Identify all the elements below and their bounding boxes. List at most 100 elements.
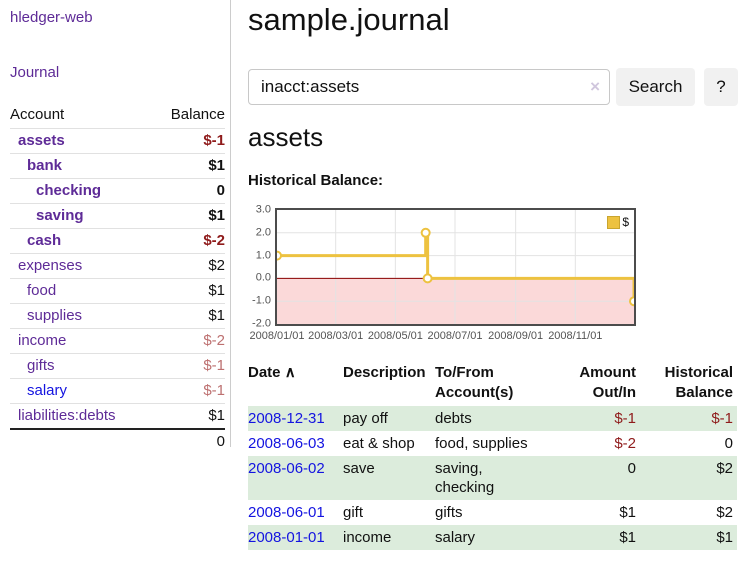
account-link[interactable]: cash <box>27 232 62 249</box>
transaction-description: gift <box>343 504 364 521</box>
chart-legend: $ <box>607 215 629 229</box>
tofrom-column-header: To/From Account(s) <box>435 364 514 401</box>
transaction-amount-cell: $-1 <box>545 406 640 431</box>
sidebar: hledger-web Journal Account Balance asse… <box>0 0 231 450</box>
sidebar-item-journal[interactable]: Journal <box>10 64 60 81</box>
x-axis-tick-label: 2008/11/01 <box>548 330 603 342</box>
account-link[interactable]: food <box>27 282 57 299</box>
date-link[interactable]: 2008-01-01 <box>248 529 325 546</box>
y-axis-tick-label: -2.0 <box>252 317 271 330</box>
sidebar-account-row: bank $1 <box>10 153 225 178</box>
x-axis-tick-label: 2008/09/01 <box>488 330 544 342</box>
transaction-amount-cell: $1 <box>545 500 640 525</box>
account-link[interactable]: salary <box>27 382 68 399</box>
transaction-balance: 0 <box>724 435 733 452</box>
transaction-accounts-cell: salary <box>435 525 545 550</box>
sidebar-account-row: supplies $1 <box>10 303 225 328</box>
transaction-balance: $-1 <box>711 410 733 427</box>
app-title-link[interactable]: hledger-web <box>10 9 93 26</box>
main-content: sample.journal × Search ? assets Histori… <box>248 0 742 582</box>
sidebar-account-row: income $-2 <box>10 328 225 353</box>
transaction-accounts-cell: food, supplies <box>435 431 545 456</box>
transaction-description-cell: eat & shop <box>343 431 435 456</box>
balance-column-header: Historical Balance <box>664 364 733 401</box>
transaction-amount-cell: $-2 <box>545 431 640 456</box>
x-axis-tick-label: 2008/07/01 <box>427 330 483 342</box>
transaction-description-cell: income <box>343 525 435 550</box>
transaction-amount: $-1 <box>614 410 636 427</box>
transaction-amount: $1 <box>619 529 636 546</box>
account-link[interactable]: supplies <box>27 307 83 324</box>
transaction-accounts: salary <box>435 529 476 546</box>
date-link-cell: 2008-12-31 <box>248 406 343 431</box>
date-link-cell: 2008-06-02 <box>248 456 343 500</box>
search-button[interactable]: Search <box>616 68 695 106</box>
account-link[interactable]: gifts <box>27 357 55 374</box>
sidebar-account-row: saving $1 <box>10 203 225 228</box>
sidebar-account-row: salary $-1 <box>10 378 225 403</box>
y-axis-tick-label: 0.0 <box>255 271 271 284</box>
y-axis-tick-label: 3.0 <box>255 203 271 216</box>
register-row: 2008-01-01 income salary $1 $1 <box>248 525 737 550</box>
date-link[interactable]: 2008-06-01 <box>248 504 325 521</box>
sidebar-account-row: gifts $-1 <box>10 353 225 378</box>
account-balance: $1 <box>208 207 225 224</box>
register-tbody: 2008-12-31 pay off debts $-1 $-1 2008-06-03 ea… <box>248 406 737 550</box>
account-link[interactable]: expenses <box>18 257 83 274</box>
account-balance: $1 <box>208 407 225 424</box>
sidebar-account-row: assets $-1 <box>10 128 225 153</box>
chart-plot-area: $ <box>275 208 636 326</box>
date-link[interactable]: 2008-06-02 <box>248 460 325 477</box>
account-link[interactable]: assets <box>18 132 65 149</box>
transaction-accounts: gifts <box>435 504 463 521</box>
date-link[interactable]: 2008-12-31 <box>248 410 325 427</box>
account-link[interactable]: checking <box>36 182 102 199</box>
account-page-title: assets <box>248 122 324 152</box>
legend-label: $ <box>622 215 629 229</box>
transaction-amount: 0 <box>627 460 636 477</box>
sidebar-account-row: food $1 <box>10 278 225 303</box>
sidebar-table-header: Account Balance <box>10 102 225 128</box>
transaction-amount: $1 <box>619 504 636 521</box>
search-input[interactable] <box>249 70 609 104</box>
transaction-description-cell: pay off <box>343 406 435 431</box>
transaction-accounts-cell: debts <box>435 406 545 431</box>
transaction-accounts-cell: saving, checking <box>435 456 545 500</box>
transaction-description: eat & shop <box>343 435 415 452</box>
date-link-cell: 2008-06-03 <box>248 431 343 456</box>
transaction-description: income <box>343 529 392 546</box>
register-row: 2008-06-02 save saving, checking 0 $2 <box>248 456 737 500</box>
x-axis-tick-label: 2008/01/01 <box>249 330 305 342</box>
account-balance: $-1 <box>203 357 225 374</box>
date-link[interactable]: 2008-06-03 <box>248 435 325 452</box>
transaction-accounts: food, supplies <box>435 435 528 452</box>
historical-balance-chart: 3.0 2.0 1.0 0.0 -1.0 -2.0 $ 2008/01/01 2008/03… <box>245 202 742 347</box>
transaction-accounts: saving, checking <box>435 460 495 496</box>
account-link[interactable]: income <box>18 332 67 349</box>
account-balance: $-2 <box>203 232 225 249</box>
transaction-balance-cell: $-1 <box>640 406 737 431</box>
sidebar-total-value: 0 <box>216 433 225 450</box>
x-axis-tick-label: 2008/05/01 <box>367 330 423 342</box>
account-balance: $-1 <box>203 132 225 149</box>
description-column-header: Description <box>343 364 426 381</box>
register-row: 2008-06-03 eat & shop food, supplies $-2 0 <box>248 431 737 456</box>
transaction-accounts: debts <box>435 410 472 427</box>
transaction-balance: $2 <box>716 504 733 521</box>
help-button[interactable]: ? <box>704 68 738 106</box>
transaction-amount: $-2 <box>614 435 636 452</box>
search-bar: × Search ? <box>248 68 742 106</box>
legend-swatch-icon <box>607 215 621 229</box>
account-link[interactable]: bank <box>27 157 63 174</box>
register-row: 2008-06-01 gift gifts $1 $2 <box>248 500 737 525</box>
sidebar-account-row: liabilities:debts $1 <box>10 403 225 428</box>
account-balance: $1 <box>208 307 225 324</box>
register-table: Date ∧ Description To/From Account(s) Am… <box>248 360 737 550</box>
account-balance: 0 <box>216 182 225 199</box>
account-link[interactable]: saving <box>36 207 84 224</box>
date-column-header: Date ∧ <box>248 364 296 381</box>
sort-ascending-icon: ∧ <box>284 364 296 381</box>
chart-svg <box>277 210 634 324</box>
clear-search-icon[interactable]: × <box>590 77 600 96</box>
account-link[interactable]: liabilities:debts <box>18 407 116 424</box>
